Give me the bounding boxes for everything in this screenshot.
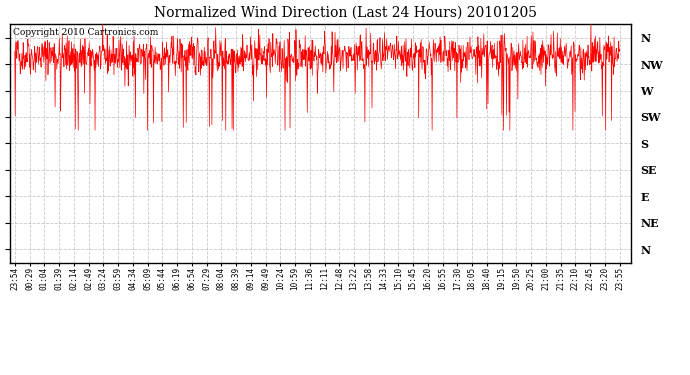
Text: Copyright 2010 Cartronics.com: Copyright 2010 Cartronics.com bbox=[14, 28, 159, 37]
Text: Normalized Wind Direction (Last 24 Hours) 20101205: Normalized Wind Direction (Last 24 Hours… bbox=[153, 6, 537, 20]
